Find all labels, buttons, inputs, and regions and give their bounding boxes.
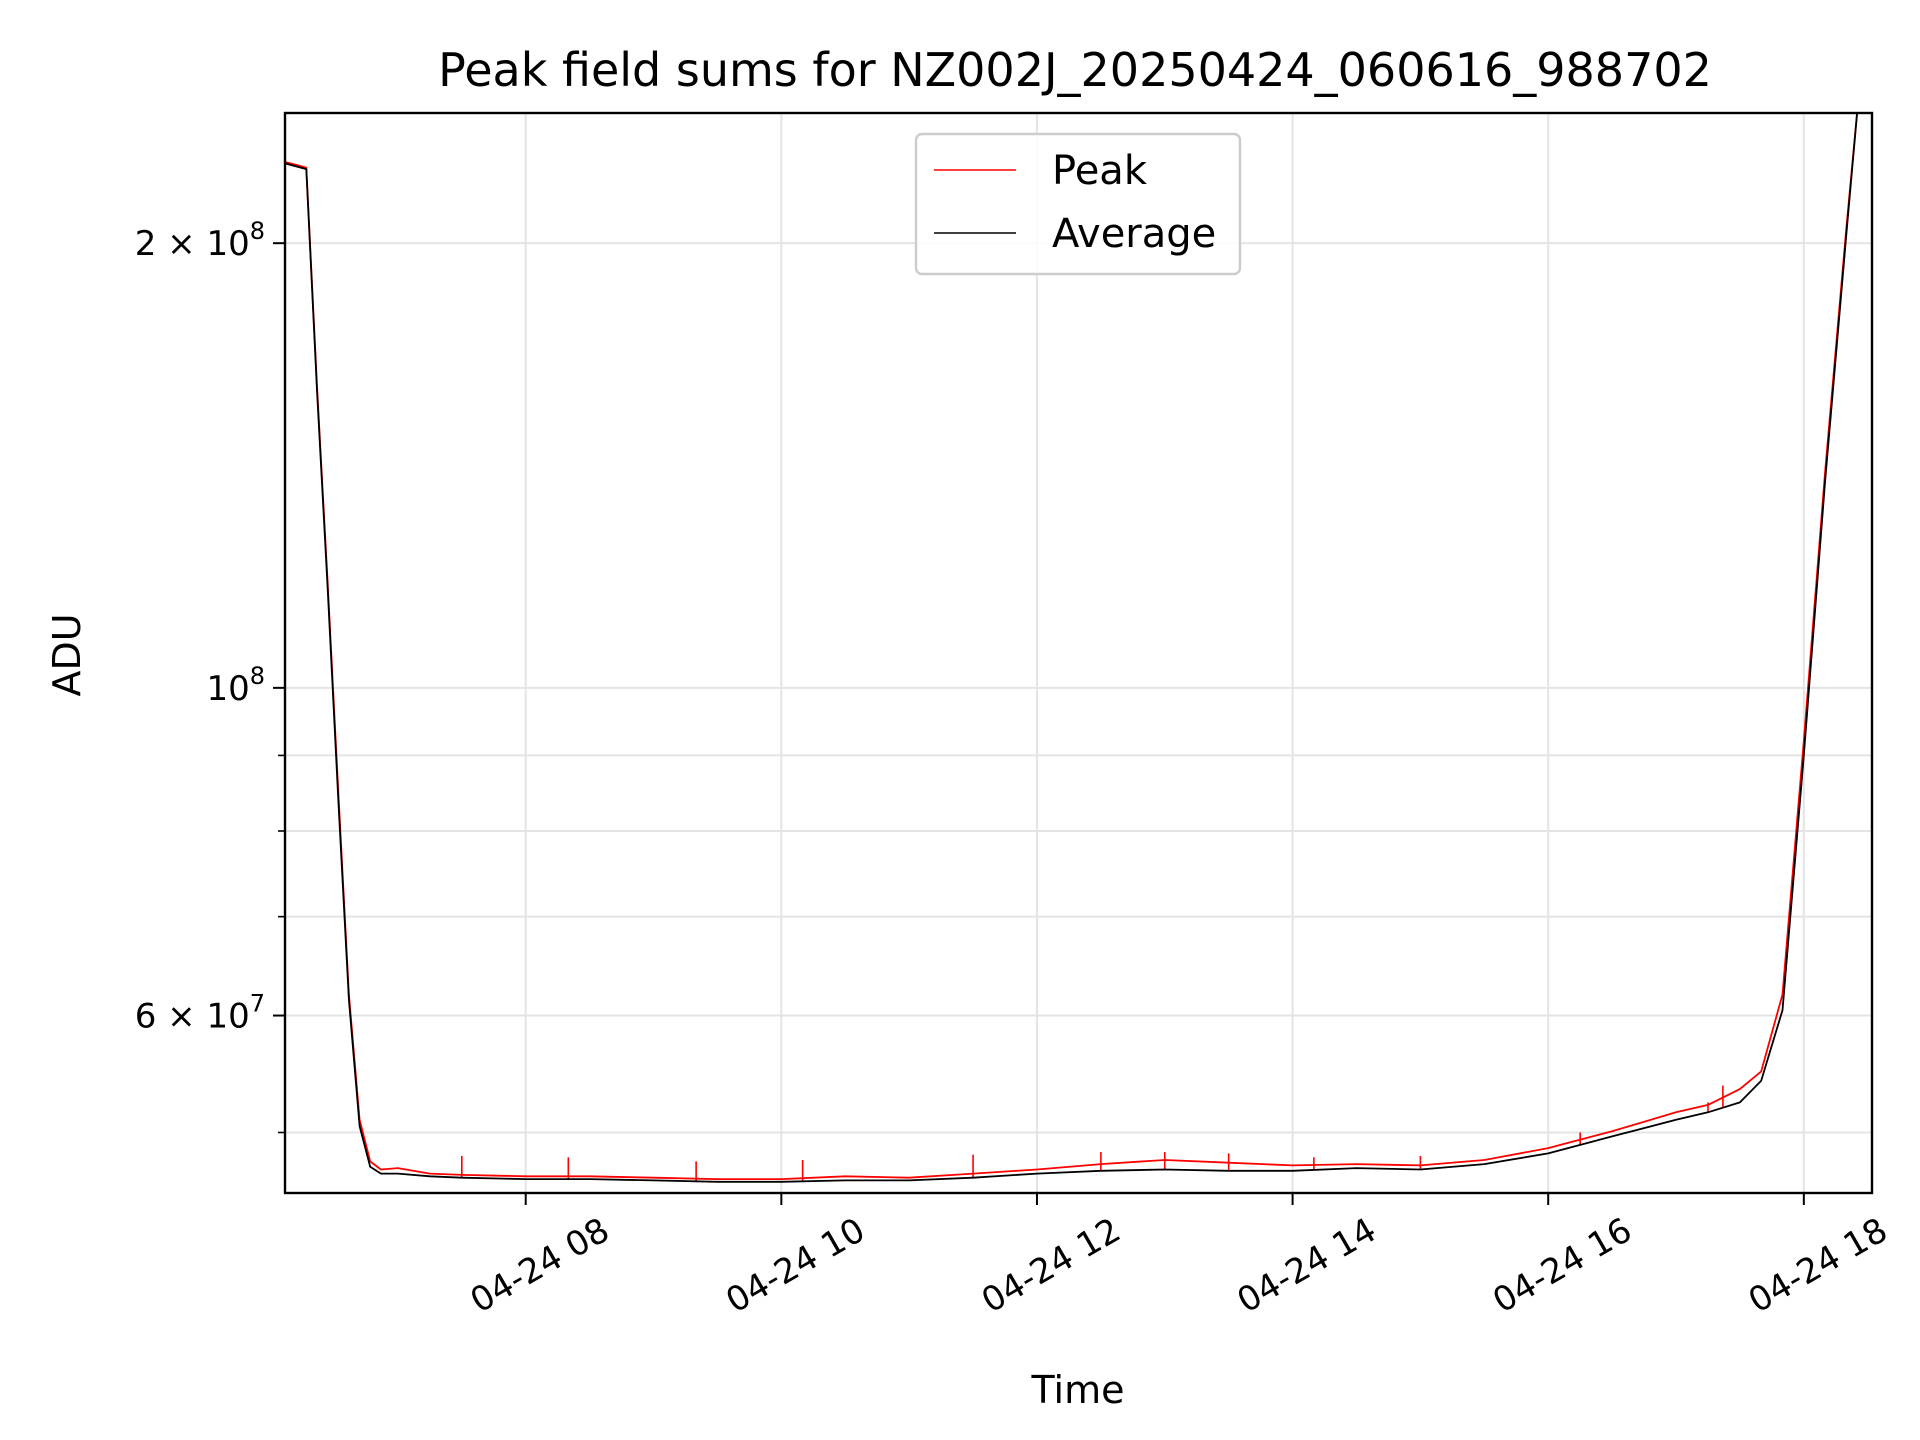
y-tick-label: 6 × 107 (135, 990, 265, 1037)
y-tick-label-base: 10 (206, 669, 249, 709)
series-lines (284, 112, 1858, 1183)
chart-title: Peak field sums for NZ002J_20250424_0606… (438, 43, 1712, 97)
plot-frame (283, 111, 1874, 1195)
legend-box (914, 132, 1242, 276)
y-tick-label-exponent: 7 (250, 990, 265, 1018)
series-line-average (284, 112, 1858, 1183)
y-axis-label: ADU (45, 613, 89, 696)
y-tick-label: 108 (206, 662, 265, 709)
legend: Peak Average (914, 132, 1242, 276)
x-axis-label: Time (1031, 1368, 1125, 1412)
y-tick-label-exponent: 8 (250, 217, 265, 245)
y-tick-label: 2 × 108 (135, 217, 265, 264)
y-tick-label-exponent: 8 (250, 662, 265, 690)
y-tick-label-base: 2 × 10 (135, 224, 250, 264)
y-tick-label-base: 6 × 10 (135, 997, 250, 1037)
legend-label-peak: Peak (1052, 148, 1148, 194)
legend-label-average: Average (1052, 211, 1216, 257)
